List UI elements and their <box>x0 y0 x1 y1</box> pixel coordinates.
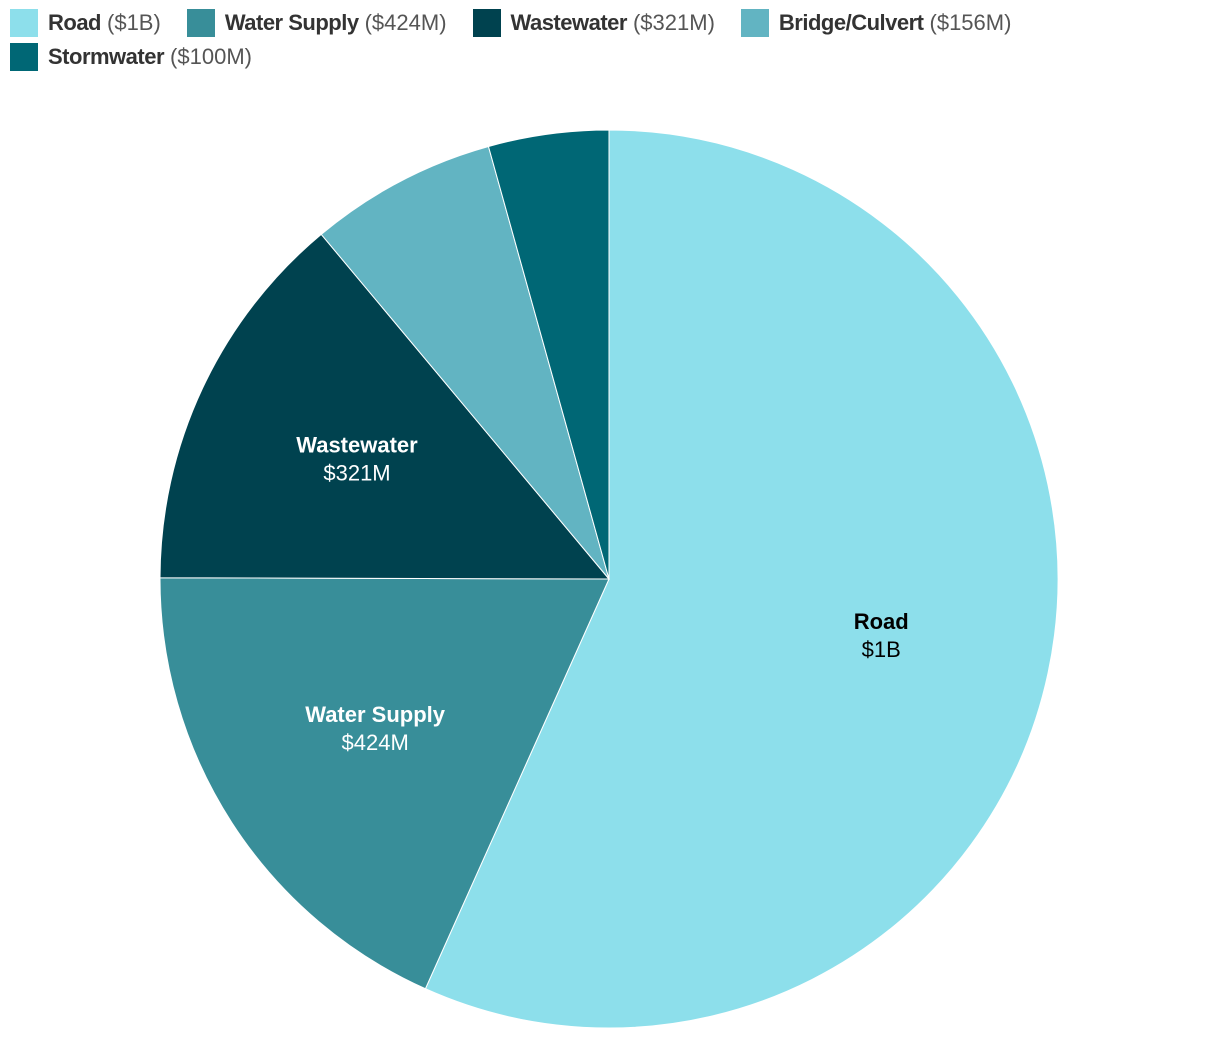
legend-value: ($156M) <box>929 10 1012 35</box>
legend-swatch <box>10 9 38 37</box>
legend-name: Wastewater <box>510 10 628 35</box>
legend-value-text: $1B <box>114 10 154 35</box>
slice-value: $321M <box>323 461 390 486</box>
legend-value: ($1B) <box>107 10 161 35</box>
legend-swatch <box>472 9 501 37</box>
legend-value-text: $156M <box>936 10 1005 35</box>
legend-value: ($424M) <box>364 10 447 35</box>
slice-value: $1B <box>862 637 901 662</box>
legend-name: Stormwater <box>48 44 165 69</box>
legend-value-text: $100M <box>177 44 245 69</box>
slice-label: Water Supply <box>305 702 446 727</box>
legend-value-text: $321M <box>640 10 708 35</box>
legend: Road ($1B) Water Supply ($424M) Wastewater ($… <box>10 8 1100 72</box>
legend-swatch <box>186 9 215 37</box>
legend-name: Road <box>48 10 102 35</box>
legend-value-text: $424M <box>371 10 440 35</box>
legend-item: Stormwater ($100M) <box>10 42 252 72</box>
legend-item: Wastewater ($321M) <box>472 8 715 38</box>
pie-slice <box>159 233 611 580</box>
slice-value: $424M <box>342 730 409 755</box>
pie-slice <box>159 577 610 990</box>
legend-item: Bridge/Culvert ($156M) <box>740 8 1012 38</box>
pie-slice <box>487 129 610 580</box>
legend-item: Road ($1B) <box>10 8 161 38</box>
legend-name: Water Supply <box>224 10 359 35</box>
slice-label: Road <box>854 609 909 634</box>
legend-value: ($321M) <box>632 10 715 35</box>
legend-swatch <box>10 43 38 71</box>
pie-slice <box>424 129 1059 1029</box>
pie-slice <box>320 145 610 580</box>
slice-label: Wastewater <box>296 433 418 458</box>
legend-value: ($100M) <box>170 44 252 69</box>
legend-name: Bridge/Culvert <box>778 10 924 35</box>
legend-item: Water Supply ($424M) <box>186 8 447 38</box>
legend-swatch <box>740 9 769 37</box>
